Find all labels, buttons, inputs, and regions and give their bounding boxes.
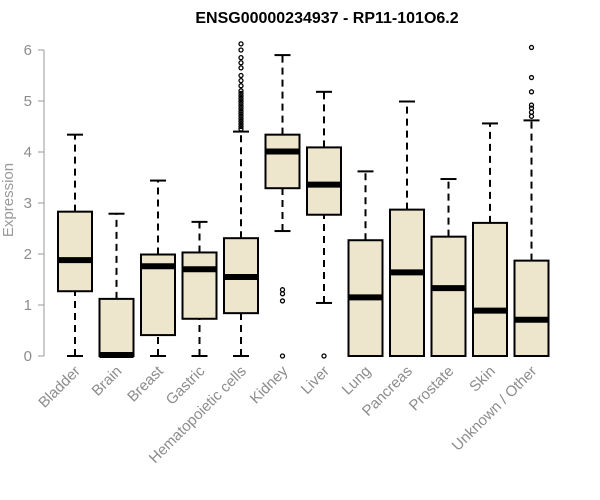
outlier-point [238,88,244,94]
y-tick-label: 0 [24,348,32,365]
outlier-point [238,41,244,47]
outlier-point [528,44,535,51]
box-iqr [389,208,425,357]
box-iqr [181,251,218,320]
category-label: Prostate [406,363,458,415]
box-7 [347,170,384,357]
outlier-point [238,126,244,132]
outlier-point [279,298,286,304]
category-label: Lung [339,363,375,399]
outlier-point [238,77,244,84]
y-tick-label: 2 [24,246,32,263]
outlier-point [238,72,244,79]
outlier-point [238,108,244,114]
box-series [57,41,550,359]
outlier-point [238,83,244,89]
outlier-point [279,291,286,297]
outlier-point [238,55,244,61]
outlier-point [528,109,535,115]
outlier-point [238,90,244,96]
outlier-point [238,123,244,130]
outlier-point [238,98,244,104]
outlier-point [279,353,286,359]
y-tick-label: 1 [24,297,32,314]
outlier-point [238,113,244,119]
outlier-point [528,74,535,81]
box-0 [57,133,93,357]
outlier-point [238,118,244,125]
outlier-point [528,102,535,108]
outlier-point [528,105,535,111]
category-label: Skin [466,363,499,396]
y-tick-label: 6 [24,42,32,59]
outlier-point [279,287,286,293]
box-iqr [430,235,467,357]
category-label: Brain [89,363,126,400]
outlier-point [238,103,244,109]
box-8 [389,100,425,357]
outlier-point [238,65,244,71]
box-10 [472,122,508,357]
box-6 [306,90,342,359]
box-iqr [306,146,342,216]
outlier-point [238,100,244,107]
y-axis: 0 1 2 3 4 5 6 [24,42,45,365]
y-axis-label: Expression [0,163,17,237]
category-label: Bladder [35,363,84,412]
box-iqr [264,133,301,190]
box-iqr [513,259,550,358]
box-iqr [98,297,135,358]
outlier-point [238,116,244,122]
outlier-point [321,353,327,359]
category-label: Liver [298,363,333,398]
outlier-point [238,93,244,99]
outlier-point [528,113,535,119]
outlier-point [238,95,244,102]
outlier-point [238,111,244,117]
outlier-point [238,106,244,112]
box-1 [98,212,135,358]
outlier-point [238,121,244,127]
outlier-point [238,47,244,53]
y-tick-label: 4 [24,144,32,161]
outlier-point [238,60,244,66]
box-iqr [57,210,93,293]
outlier-point [528,89,535,95]
y-tick-label: 5 [24,93,32,110]
box-9 [430,178,467,357]
box-5 [264,54,301,359]
box-4 [223,41,259,357]
chart-title: ENSG00000234937 - RP11-101O6.2 [195,10,458,27]
box-2 [140,179,176,357]
y-tick-label: 3 [24,195,32,212]
box-3 [181,220,218,357]
category-label: Kidney [247,362,292,407]
category-label: Breast [124,362,167,405]
box-11 [513,44,550,358]
box-iqr [472,221,508,357]
